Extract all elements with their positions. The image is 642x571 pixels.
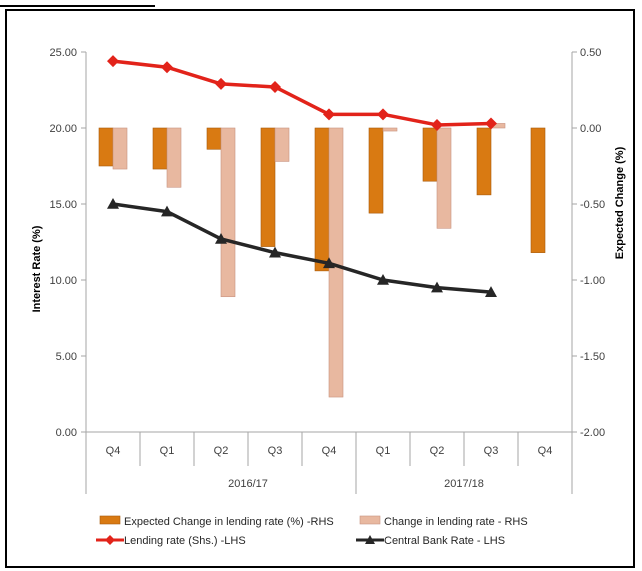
y-left-tick-label-2: 10.00: [49, 275, 77, 287]
lending-rate-point-6: [431, 118, 443, 131]
y-axis-right-title: Expected Change (%): [614, 146, 626, 259]
x-tick-label-0: Q4: [106, 445, 121, 457]
y-right-tick-label-0: -2.00: [580, 427, 605, 439]
x-tick-label-2: Q2: [214, 445, 229, 457]
bar-expected-change-0: [98, 127, 114, 167]
central-bank-rate-point-4: [323, 257, 335, 269]
x-tick-label-8: Q4: [538, 445, 553, 457]
axes-layer: 0.00 5.00 10.00 15.00 20.00 25.00 -2.00 -1.50 -1…: [49, 47, 605, 494]
central-bank-rate-point-6: [431, 281, 443, 293]
legend-marker-lending-rate: [105, 535, 115, 545]
central-bank-rate-point-2: [215, 232, 227, 244]
y-right-tick-label-1: -1.50: [580, 351, 605, 363]
legend: Expected Change in lending rate (%) -RHS…: [96, 515, 528, 547]
bar-expected-change-6: [422, 127, 438, 182]
bar-change-2: [220, 127, 236, 298]
bar-expected-change-2: [206, 127, 222, 150]
bar-change-5: [382, 127, 398, 132]
y-right-tick-label-2: -1.00: [580, 275, 605, 287]
y-left-tick-label-3: 15.00: [49, 199, 77, 211]
bar-expected-change-4: [314, 127, 330, 272]
bar-change-0: [112, 127, 128, 170]
central-bank-rate-point-1: [161, 205, 173, 217]
bar-expected-change-1: [152, 127, 168, 170]
lending-rate-point-0: [107, 55, 119, 68]
y-left-tick-label-5: 25.00: [49, 47, 77, 59]
lines-layer: [107, 55, 497, 297]
central-bank-rate-line: [112, 202, 492, 294]
lending-rate-point-2: [215, 77, 227, 90]
central-bank-rate-point-5: [377, 274, 389, 285]
x-tick-label-7: Q3: [484, 445, 499, 457]
legend-marker-central-bank-rate: [365, 535, 375, 544]
bar-expected-change-5: [368, 127, 384, 214]
x-tick-label-5: Q1: [376, 445, 391, 457]
bar-expected-change-3: [260, 127, 276, 247]
y-right-tick-label-4: 0.00: [580, 123, 601, 135]
legend-swatch-change: [359, 515, 381, 525]
bar-change-6: [436, 127, 452, 229]
y-left-tick-label-0: 0.00: [56, 427, 77, 439]
legend-swatch-expected-change: [99, 515, 121, 525]
lending-rate-line: [112, 59, 492, 127]
legend-label-change: Change in lending rate - RHS: [384, 516, 528, 528]
y-right-tick-label-5: 0.50: [580, 47, 601, 59]
bar-expected-change-8: [530, 127, 546, 253]
lending-rate-point-3: [269, 80, 281, 93]
central-bank-rate-point-0: [107, 198, 119, 209]
group-label-1: 2017/18: [444, 478, 484, 490]
lending-rate-point-5: [377, 108, 389, 121]
central-bank-rate-point-7: [485, 286, 497, 297]
y-left-tick-label-4: 20.00: [49, 123, 77, 135]
lending-rate-point-7: [485, 117, 497, 130]
lending-rate-point-1: [161, 61, 173, 74]
y-axis-left-title: Interest Rate (%): [31, 225, 43, 312]
top-rule: [0, 5, 155, 7]
x-tick-label-1: Q1: [160, 445, 175, 457]
legend-label-expected-change: Expected Change in lending rate (%) -RHS: [124, 516, 334, 528]
y-left-tick-label-1: 5.00: [56, 351, 77, 363]
legend-label-central-bank-rate: Central Bank Rate - LHS: [384, 535, 505, 547]
bar-change-1: [166, 127, 182, 188]
group-label-0: 2016/17: [228, 478, 268, 490]
lending-rate-point-4: [323, 108, 335, 121]
x-tick-label-3: Q3: [268, 445, 283, 457]
bar-change-3: [274, 127, 290, 162]
x-tick-label-6: Q2: [430, 445, 445, 457]
legend-label-lending-rate: Lending rate (Shs.) -LHS: [124, 535, 246, 547]
central-bank-rate-point-3: [269, 246, 281, 258]
bar-expected-change-7: [476, 127, 492, 196]
x-tick-label-4: Q4: [322, 445, 337, 457]
bars-layer: [98, 123, 546, 398]
y-right-tick-label-3: -0.50: [580, 199, 605, 211]
